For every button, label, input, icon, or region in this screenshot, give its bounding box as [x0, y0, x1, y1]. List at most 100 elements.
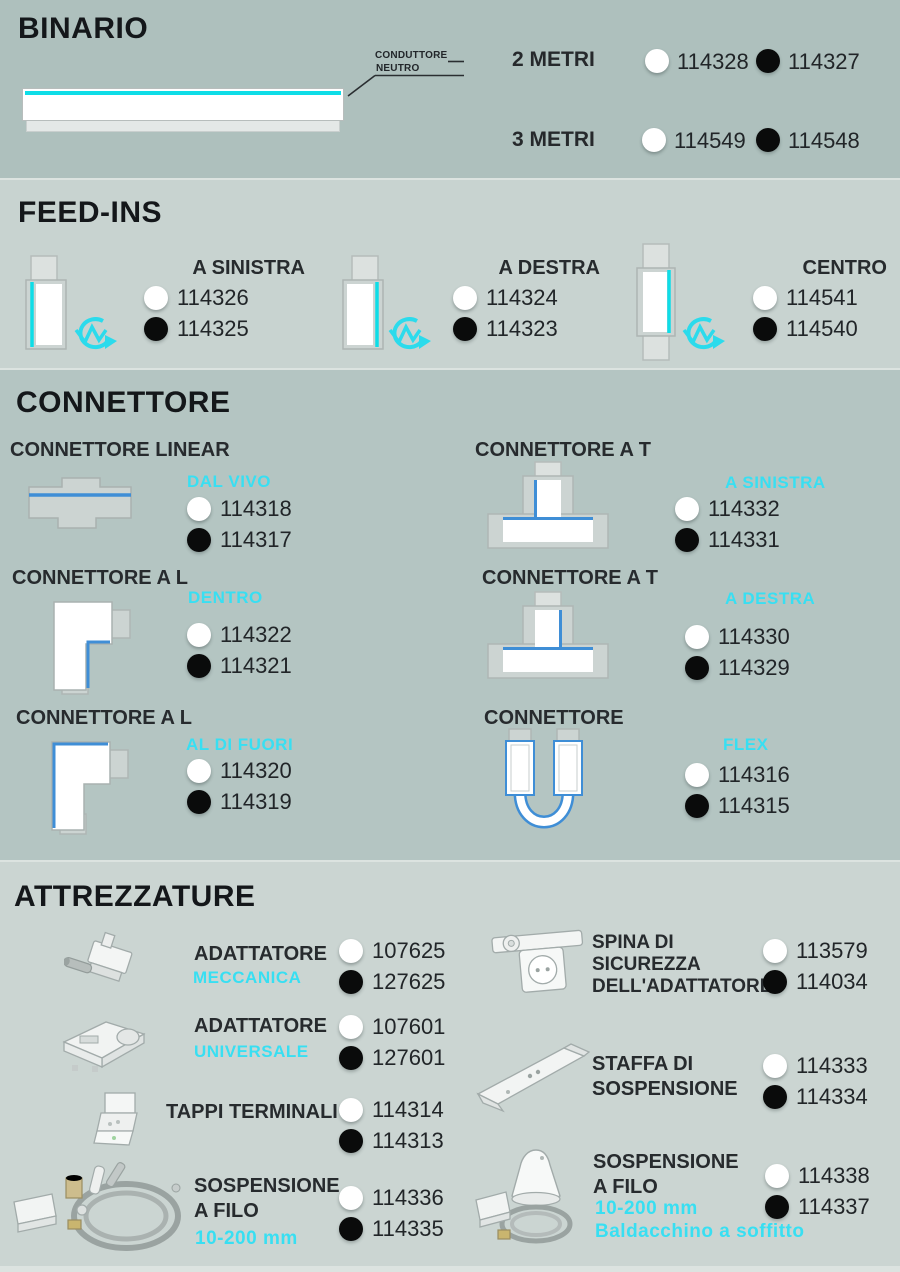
staffa-sospensione-photo — [476, 1043, 591, 1113]
code-row-black: 114329 — [685, 655, 790, 680]
color-dot-white — [765, 1164, 789, 1188]
codes-block: 114320 114319 — [187, 758, 292, 814]
track-base — [26, 121, 340, 132]
callout-neutro: NEUTRO — [376, 63, 420, 74]
code-row-white: 114338 — [765, 1163, 870, 1188]
code-row-white: 114324 — [453, 285, 558, 310]
connector-name: CONNETTORE A L — [16, 707, 192, 729]
code-row-white: 114330 — [685, 624, 790, 649]
codes-block: 114316 114315 — [685, 762, 790, 818]
accessory-variant: MECCANICA — [193, 968, 302, 987]
article-code-black: 114548 — [788, 128, 860, 153]
codes-block: 114322 114321 — [187, 622, 292, 678]
article-code-white: 114330 — [718, 624, 790, 649]
phase-zigzag-icon — [388, 317, 431, 350]
code-row-black: 114317 — [187, 527, 292, 552]
article-code-white: 114328 — [677, 49, 749, 74]
code-row-white: 107601 — [339, 1014, 446, 1039]
connector-name: CONNETTORE A L — [12, 567, 188, 589]
accessory-name: TAPPI TERMINALI — [166, 1101, 338, 1123]
codes-block: 114324 114323 — [453, 285, 558, 341]
connector-t-illustration — [487, 461, 609, 549]
connector-variant: DAL VIVO — [187, 472, 271, 491]
phase-zigzag-icon — [682, 317, 725, 350]
article-code-white: 114316 — [718, 762, 790, 787]
article-code-black: 114313 — [372, 1128, 444, 1153]
color-dot-white — [187, 759, 211, 783]
article-code-black: 114323 — [486, 316, 558, 341]
spina-sicurezza-photo — [491, 929, 584, 993]
color-dot-white — [339, 1098, 363, 1122]
feed-in-label: A SINISTRA — [192, 257, 305, 279]
code-row-white: 114316 — [685, 762, 790, 787]
codes-block: 107601 127601 — [339, 1014, 446, 1070]
article-code-white: 114314 — [372, 1097, 444, 1122]
code-row-black: 114540 — [753, 316, 858, 341]
article-code-white: 114541 — [786, 285, 858, 310]
code-row-black: 114321 — [187, 653, 292, 678]
article-code-white: 114318 — [220, 496, 292, 521]
connector-name: CONNETTORE A T — [482, 567, 658, 589]
color-dot-black — [675, 528, 699, 552]
connector-l-illustration — [53, 601, 131, 695]
codes-block: 114330 114329 — [685, 624, 790, 680]
accessory-name: SOSPENSIONE A FILO — [593, 1151, 739, 1198]
article-code-black: 114321 — [220, 653, 292, 678]
code-row-black: 114331 — [675, 527, 780, 552]
length-label: 3 METRI — [512, 128, 595, 151]
accessory-name: ADATTATORE — [194, 943, 327, 965]
article-code-black: 114315 — [718, 793, 790, 818]
adattatore-meccanica-photo — [64, 931, 133, 982]
code-row-white: 114332 — [675, 496, 780, 521]
feed-in-left-illustration — [25, 255, 67, 350]
color-dot-black — [339, 1129, 363, 1153]
callout-leader-line — [347, 60, 464, 97]
accessory-variant: UNIVERSALE — [194, 1042, 309, 1061]
article-code-white: 107601 — [372, 1014, 446, 1039]
feed-in-center-illustration — [636, 243, 676, 361]
color-dot-black — [756, 49, 780, 73]
connector-t-illustration — [487, 591, 609, 679]
article-code-black: 114329 — [718, 655, 790, 680]
connector-variant: A SINISTRA — [725, 473, 826, 492]
color-dot-white — [753, 286, 777, 310]
accessory-variant: 10-200 mm — [195, 1228, 298, 1249]
feed-in-label: A DESTRA — [498, 257, 600, 279]
section-binario: BINARIO CONDUTTORE NEUTRO 2 METRI 114328… — [0, 0, 900, 178]
color-dot-white — [339, 939, 363, 963]
article-code-black: 114337 — [798, 1194, 870, 1219]
color-dot-black — [753, 317, 777, 341]
section-title-binario: BINARIO — [18, 12, 149, 45]
color-dot-black — [685, 794, 709, 818]
code-row-black: 114034 — [763, 969, 868, 994]
section-connettore: CONNETTORE CONNETTORE LINEAR DAL VIVO 11… — [0, 370, 900, 860]
article-code-black: 114335 — [372, 1216, 444, 1241]
accessory-variant-2: Baldacchino a soffitto — [595, 1221, 805, 1242]
article-code-white: 114549 — [674, 128, 746, 153]
connector-l-illustration — [51, 741, 129, 835]
code-row-white: 113579 — [763, 938, 868, 963]
article-code-black: 114334 — [796, 1084, 868, 1109]
article-code-white: 107625 — [372, 938, 446, 963]
article-code-white: 114320 — [220, 758, 292, 783]
article-code-white: 114333 — [796, 1053, 868, 1078]
color-dot-white — [645, 49, 669, 73]
codes-block: 114314 114313 — [339, 1097, 444, 1153]
color-dot-white — [339, 1015, 363, 1039]
article-code-black: 114331 — [708, 527, 780, 552]
codes-block: 114336 114335 — [339, 1185, 444, 1241]
color-dot-black — [763, 970, 787, 994]
section-feed-ins: FEED-INS A SINISTRA 114326 114325 — [0, 180, 900, 368]
accessory-name: SPINA DI SICUREZZA DELL'ADATTATORE — [592, 932, 773, 997]
connector-variant: AL DI FUORI — [186, 735, 294, 754]
codes-block: 113579 114034 — [763, 938, 868, 994]
article-code-black: 114540 — [786, 316, 858, 341]
connector-variant: FLEX — [723, 735, 769, 754]
code-row-white: 107625 — [339, 938, 446, 963]
color-dot-white — [187, 623, 211, 647]
connector-variant: DENTRO — [188, 588, 263, 607]
connector-linear-illustration — [28, 477, 132, 529]
codes-block: 107625 127625 — [339, 938, 446, 994]
code-row-white: 114322 — [187, 622, 292, 647]
code-row-black: 114313 — [339, 1128, 444, 1153]
